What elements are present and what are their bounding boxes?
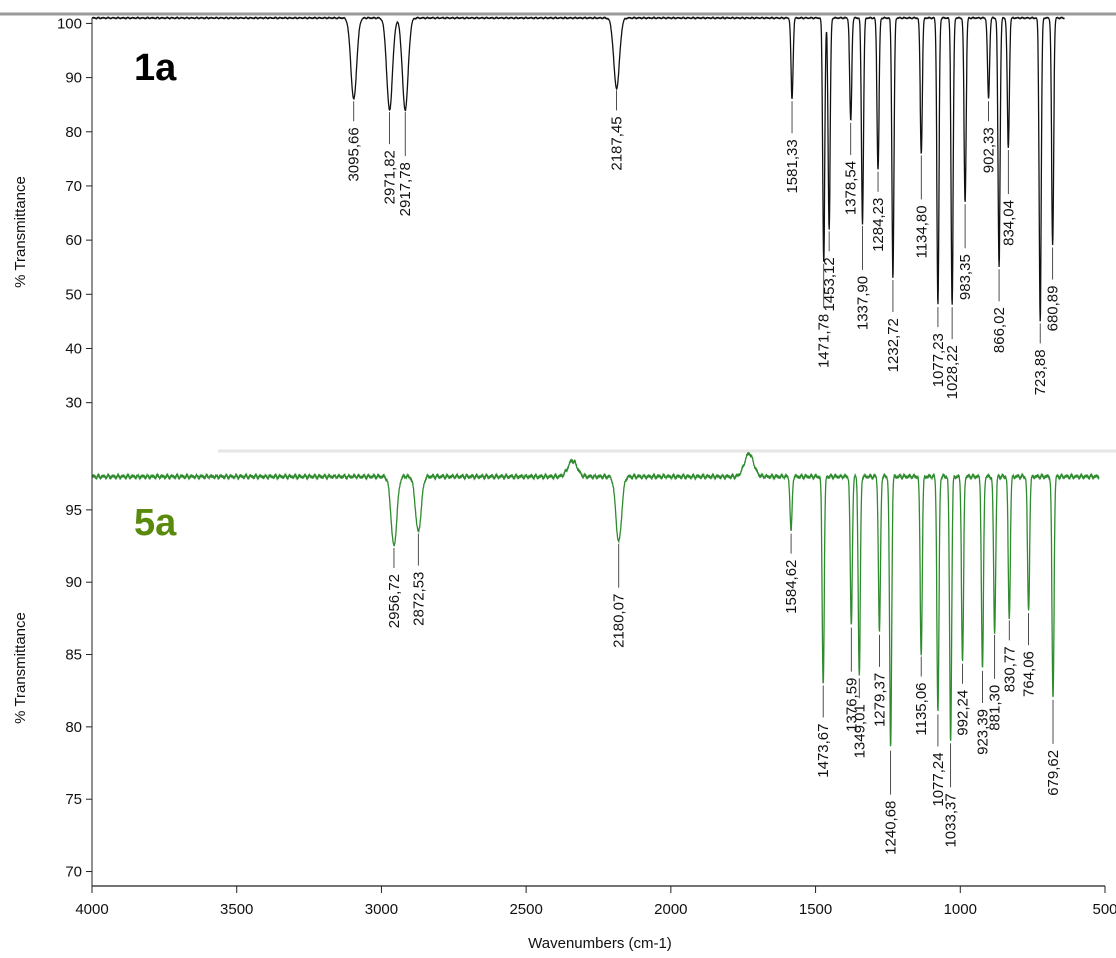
peak-label: 923,39 <box>975 709 992 755</box>
x-tick-label: 1500 <box>799 901 832 918</box>
peak-label: 1028,22 <box>944 345 961 399</box>
peak-label: 723,88 <box>1032 349 1049 395</box>
peak-label: 1584,62 <box>783 560 800 614</box>
peak-label: 764,06 <box>1021 651 1038 697</box>
peak-label: 1349,01 <box>851 704 868 758</box>
peak-label: 1135,06 <box>913 683 930 736</box>
x-axis: 4000 3500 3000 2500 2000 1500 1000 500 Wavenumb… <box>75 885 1116 952</box>
peak-label: 1033,37 <box>943 793 960 847</box>
peak-label: 983,35 <box>957 254 974 300</box>
peak-label: 1232,72 <box>885 318 902 372</box>
x-tick-label: 1000 <box>944 901 977 918</box>
peak-label: 1471,78 <box>816 314 833 368</box>
y-tick-label: 90 <box>65 574 82 591</box>
peak-label: 834,04 <box>1000 200 1017 246</box>
peak-label: 3095,66 <box>346 127 363 181</box>
y-tick-label: 70 <box>65 178 82 195</box>
x-axis-ticks: 4000 3500 3000 2500 2000 1500 1000 500 <box>75 886 1116 918</box>
y-tick-label: 75 <box>65 791 82 808</box>
peak-label: 830,77 <box>1001 646 1018 692</box>
peak-label: 1337,90 <box>855 276 872 330</box>
peak-label: 1077,24 <box>930 752 947 806</box>
peak-label: 1284,23 <box>870 198 887 252</box>
y-tick-label: 80 <box>65 719 82 736</box>
y-axis-ticks-bottom: 95 90 85 80 75 70 <box>65 502 92 881</box>
peak-label: 902,33 <box>981 127 998 173</box>
y-tick-label: 50 <box>65 286 82 303</box>
peak-label: 679,62 <box>1045 750 1062 796</box>
peak-label: 1279,37 <box>871 673 888 727</box>
x-tick-label: 4000 <box>75 901 108 918</box>
peak-label: 1376,59 <box>843 678 860 732</box>
y-axis-ticks-top: 100 90 80 70 60 50 40 30 <box>57 15 92 412</box>
x-tick-label: 2000 <box>654 901 687 918</box>
y-axis-label-top: % Transmittance <box>12 176 29 288</box>
spectrum-panel-1a: 1a % Transmittance 100 90 80 70 60 50 40 30 309… <box>12 15 1065 412</box>
peak-label: 1473,67 <box>815 724 832 778</box>
x-tick-label: 3500 <box>220 901 253 918</box>
x-tick-label: 2500 <box>509 901 542 918</box>
peak-label: 680,89 <box>1045 286 1062 332</box>
y-tick-label: 85 <box>65 647 82 664</box>
peak-label: 2917,78 <box>397 162 414 216</box>
peak-label: 881,30 <box>987 685 1004 731</box>
y-tick-label: 60 <box>65 232 82 249</box>
series-line-5a <box>91 451 1100 747</box>
peak-label: 1077,23 <box>930 333 947 387</box>
x-tick-label: 3000 <box>365 901 398 918</box>
y-axis-label-bottom: % Transmittance <box>12 612 29 724</box>
peak-label: 2956,72 <box>386 574 403 628</box>
y-tick-label: 95 <box>65 502 82 519</box>
x-tick-label: 500 <box>1092 901 1116 918</box>
x-axis-label: Wavenumbers (cm-1) <box>528 935 672 952</box>
peak-label: 1581,33 <box>784 139 801 193</box>
peak-label: 1453,12 <box>821 257 838 311</box>
y-tick-label: 80 <box>65 124 82 141</box>
y-tick-label: 40 <box>65 340 82 357</box>
peak-label: 2971,82 <box>382 150 399 204</box>
y-tick-label: 70 <box>65 864 82 881</box>
peak-label: 2872,53 <box>410 572 427 626</box>
peak-label: 1378,54 <box>843 161 860 215</box>
peak-label: 992,24 <box>955 690 972 736</box>
peak-labels-5a: 2956,72 2872,53 2180,07 1584,62 1473,67 1376,… <box>386 533 1062 855</box>
panel-title-1a: 1a <box>134 47 177 89</box>
peak-label: 2180,07 <box>611 594 628 648</box>
y-tick-label: 100 <box>57 15 82 32</box>
peak-label: 866,02 <box>991 307 1008 353</box>
y-tick-label: 90 <box>65 70 82 87</box>
series-line-1a <box>91 15 1065 322</box>
peak-label: 1134,80 <box>913 205 930 258</box>
panel-title-5a: 5a <box>134 502 177 544</box>
peak-label: 2187,45 <box>609 116 626 170</box>
y-tick-label: 30 <box>65 395 82 412</box>
peak-label: 1240,68 <box>883 801 900 855</box>
